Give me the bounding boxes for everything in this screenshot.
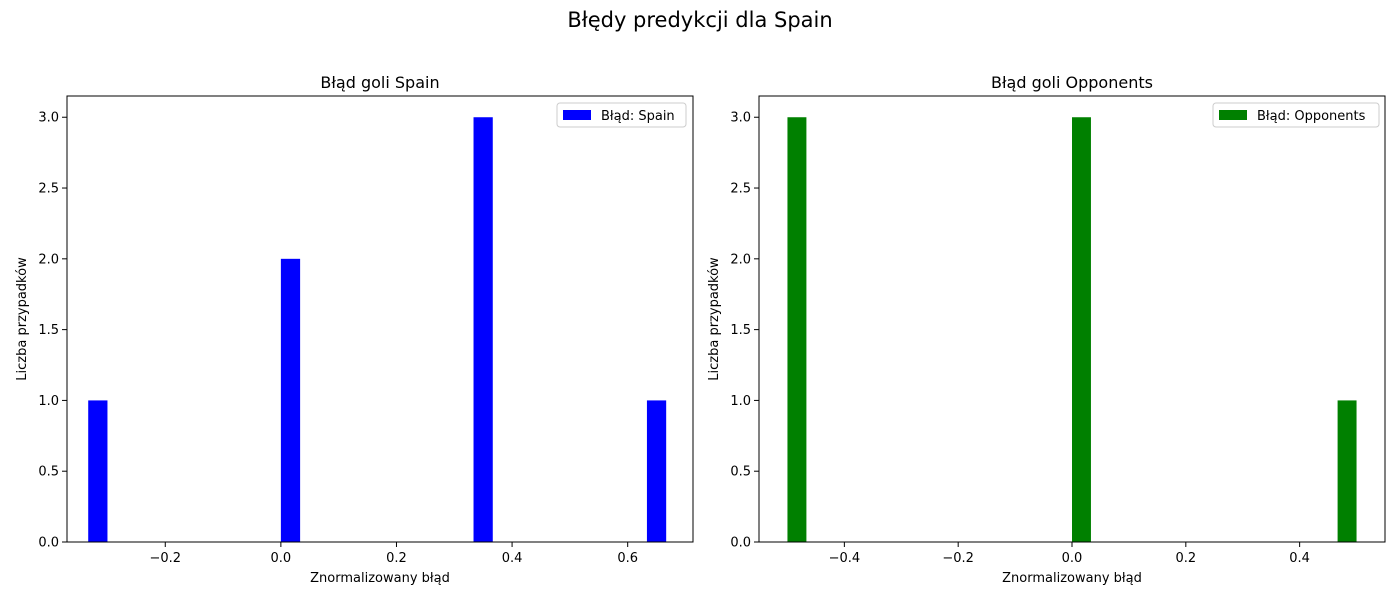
legend-box [1212,102,1380,128]
x-tick-label: 0.4 [1289,551,1310,566]
y-axis-label: Liczba przypadków [707,257,722,381]
legend-label: Błąd: Opponents [1257,109,1366,124]
y-tick-label: 1.5 [38,323,59,338]
histogram-bar [787,117,807,542]
x-tick-label: 0.4 [502,551,523,566]
chart-title: Błąd goli Opponents [991,73,1153,92]
x-axis-label: Znormalizowany błąd [310,571,450,586]
histogram-bar [88,400,108,542]
legend-swatch [563,110,591,120]
legend: Błąd: Spain [556,102,687,128]
legend: Błąd: Opponents [1212,102,1380,128]
x-tick-label: 0.0 [1062,551,1083,566]
plot-frame [758,95,1386,543]
x-tick-label: −0.4 [829,551,861,566]
figure-suptitle: Błędy predykcji dla Spain [567,8,832,32]
histogram-bar [280,258,301,542]
y-tick-label: 1.5 [730,323,751,338]
y-tick-label: 2.0 [38,252,59,267]
y-tick-label: 2.5 [730,182,751,197]
y-tick-label: 0.0 [730,536,751,551]
histogram-bar [1337,400,1357,542]
chart-spain-error: Błąd goli Spain Znormalizowany błąd Licz… [15,73,694,586]
x-tick-label: 0.6 [617,551,638,566]
y-tick-label: 0.0 [38,536,59,551]
y-tick-label: 2.5 [38,182,59,197]
y-tick-label: 2.0 [730,252,751,267]
ticks: −0.2 0.0 0.2 0.4 0.6 0.0 0.5 1.0 1.5 2.0 2.5 3.0 [38,111,638,566]
bars [787,117,1357,542]
y-tick-label: 0.5 [730,465,751,480]
legend-box [556,102,687,128]
y-tick-label: 0.5 [38,465,59,480]
y-tick-label: 1.0 [38,394,59,409]
histogram-bar [473,117,493,542]
bars [88,117,667,542]
chart-title: Błąd goli Spain [320,73,439,92]
y-axis-label: Liczba przypadków [15,257,30,381]
x-tick-label: 0.2 [1175,551,1196,566]
y-tick-label: 1.0 [730,394,751,409]
x-axis-label: Znormalizowany błąd [1002,571,1142,586]
y-tick-label: 3.0 [730,111,751,126]
histogram-bar [646,400,667,542]
legend-label: Błąd: Spain [601,109,675,124]
plot-frame [66,95,694,543]
x-tick-label: 0.0 [271,551,292,566]
y-tick-label: 3.0 [38,111,59,126]
ticks: −0.4 −0.2 0.0 0.2 0.4 0.0 0.5 1.0 1.5 2.0 2.5 3.0 [730,111,1310,566]
histogram-bar [1072,117,1091,542]
x-tick-label: 0.2 [386,551,407,566]
x-tick-label: −0.2 [942,551,974,566]
legend-swatch [1219,110,1247,120]
chart-opponents-error: Błąd goli Opponents Znormalizowany błąd … [707,73,1386,586]
x-tick-label: −0.2 [149,551,181,566]
